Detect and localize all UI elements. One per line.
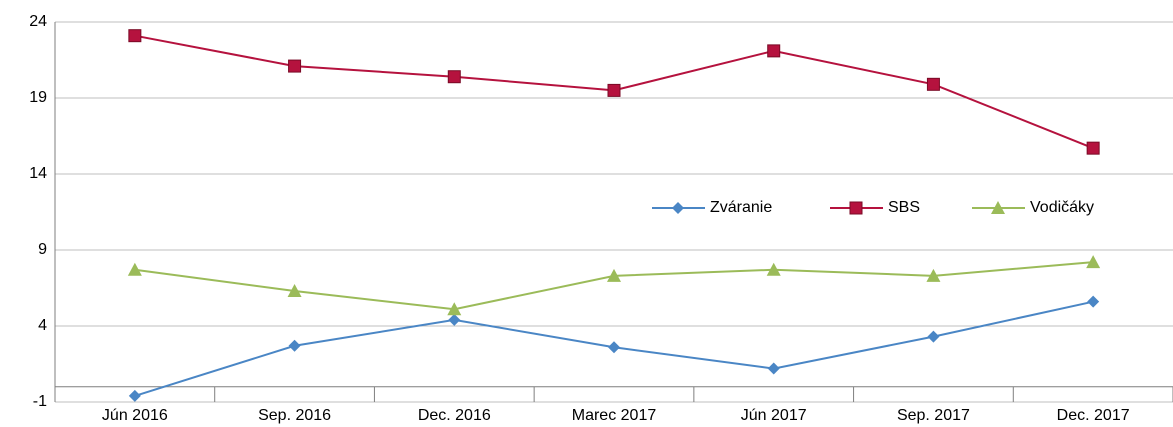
marker [1086, 141, 1100, 155]
marker [926, 77, 940, 91]
x-tick-label: Sep. 2017 [897, 407, 970, 424]
y-tick-label: 14 [29, 165, 47, 182]
y-tick-label: 4 [38, 317, 47, 334]
marker [288, 339, 301, 352]
legend-label: Zváranie [710, 199, 772, 216]
marker [607, 83, 621, 97]
marker [926, 268, 941, 282]
marker [927, 330, 940, 343]
x-tick-label: Dec. 2016 [418, 407, 491, 424]
marker [448, 313, 461, 326]
marker [766, 262, 781, 276]
marker [767, 362, 780, 375]
y-tick-label: 24 [29, 13, 47, 30]
marker [447, 302, 462, 316]
marker [287, 284, 302, 298]
marker [127, 262, 142, 276]
y-tick-label: -1 [33, 393, 47, 410]
x-tick-label: Sep. 2016 [258, 407, 331, 424]
marker [447, 70, 461, 84]
legend-label: Vodičáky [1030, 199, 1094, 216]
x-tick-label: Dec. 2017 [1057, 407, 1130, 424]
y-tick-label: 9 [38, 241, 47, 258]
marker [672, 202, 684, 214]
marker [288, 59, 302, 73]
legend-label: SBS [888, 199, 920, 216]
marker [1086, 255, 1101, 269]
marker [608, 341, 620, 354]
marker [128, 29, 142, 43]
x-tick-label: Jún 2017 [741, 407, 807, 424]
marker [767, 44, 781, 58]
marker [849, 201, 863, 215]
marker [991, 201, 1005, 214]
marker [128, 389, 141, 402]
x-tick-label: Marec 2017 [572, 407, 657, 424]
marker [607, 268, 621, 282]
marker [1087, 295, 1100, 308]
y-tick-label: 19 [29, 89, 47, 106]
x-tick-label: Jún 2016 [102, 407, 168, 424]
